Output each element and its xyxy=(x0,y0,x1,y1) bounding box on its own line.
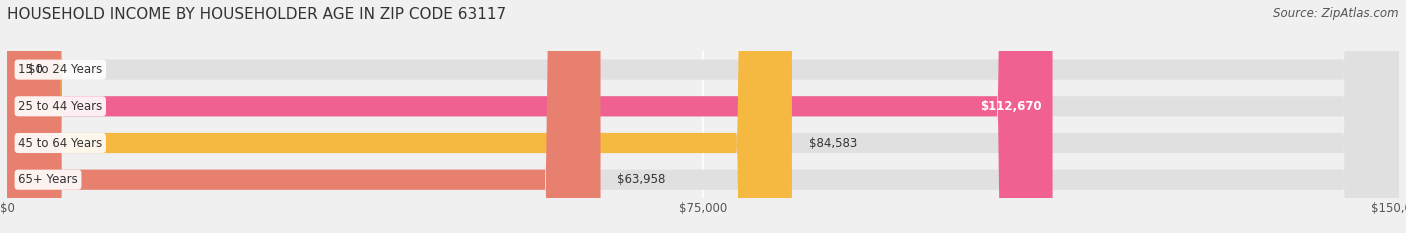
FancyBboxPatch shape xyxy=(7,0,1399,233)
Text: 25 to 44 Years: 25 to 44 Years xyxy=(18,100,103,113)
Text: 65+ Years: 65+ Years xyxy=(18,173,77,186)
Text: $63,958: $63,958 xyxy=(617,173,665,186)
Text: $84,583: $84,583 xyxy=(808,137,856,150)
FancyBboxPatch shape xyxy=(7,0,1399,233)
FancyBboxPatch shape xyxy=(7,0,1399,233)
Text: 15 to 24 Years: 15 to 24 Years xyxy=(18,63,103,76)
Text: Source: ZipAtlas.com: Source: ZipAtlas.com xyxy=(1274,7,1399,20)
FancyBboxPatch shape xyxy=(7,0,600,233)
Text: HOUSEHOLD INCOME BY HOUSEHOLDER AGE IN ZIP CODE 63117: HOUSEHOLD INCOME BY HOUSEHOLDER AGE IN Z… xyxy=(7,7,506,22)
Text: $112,670: $112,670 xyxy=(980,100,1042,113)
FancyBboxPatch shape xyxy=(7,0,1053,233)
Text: $0: $0 xyxy=(28,63,42,76)
Text: 45 to 64 Years: 45 to 64 Years xyxy=(18,137,103,150)
FancyBboxPatch shape xyxy=(0,0,63,233)
FancyBboxPatch shape xyxy=(7,0,1399,233)
FancyBboxPatch shape xyxy=(7,0,792,233)
